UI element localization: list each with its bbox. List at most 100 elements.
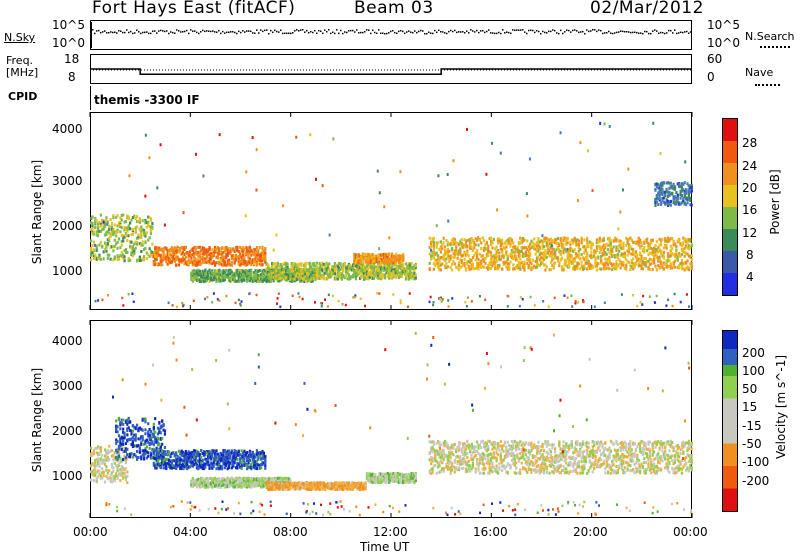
noise-point — [490, 32, 492, 34]
noise-point — [340, 29, 342, 32]
noise-point — [224, 32, 226, 34]
power-cell — [149, 218, 153, 222]
power-cell — [204, 268, 207, 272]
noise-point — [284, 32, 286, 35]
power-cell — [498, 263, 501, 267]
power-scatter — [388, 236, 391, 240]
power-cell — [675, 245, 678, 249]
noise-point — [128, 31, 130, 34]
noise-point — [240, 31, 242, 34]
power-cell — [333, 272, 337, 276]
power-cell — [95, 233, 98, 237]
noise-point — [276, 30, 278, 33]
noise-point — [330, 32, 332, 35]
power-cell — [98, 243, 101, 247]
noise-point — [158, 30, 160, 32]
power-cell — [94, 219, 97, 223]
noise-point — [670, 29, 672, 32]
power-cell — [91, 251, 94, 255]
noise-point — [672, 32, 674, 34]
noise-point — [682, 31, 684, 34]
power-cell — [604, 246, 607, 250]
power-cell — [683, 181, 686, 185]
power-ground — [94, 299, 97, 303]
noise-point — [678, 32, 680, 34]
noise-point — [510, 32, 512, 35]
power-ground — [237, 298, 240, 302]
power-ground — [636, 304, 639, 308]
power-cell — [662, 256, 665, 260]
power-cell — [333, 268, 337, 272]
power-cell — [264, 251, 267, 255]
power-cell — [108, 253, 111, 257]
power-cell — [95, 219, 98, 223]
nsky-label: N.Sky — [4, 31, 36, 44]
power-ground — [331, 294, 334, 298]
power-cell — [117, 257, 121, 261]
power-cell — [627, 260, 631, 264]
power-cell — [626, 253, 629, 257]
power-cell — [137, 233, 140, 237]
noise-point — [374, 31, 376, 34]
power-ground — [566, 296, 569, 300]
noise-point — [454, 29, 456, 32]
nsearch-legend-line — [760, 46, 790, 48]
noise-point — [192, 30, 194, 32]
power-cell — [456, 256, 459, 260]
power-cell — [123, 235, 126, 239]
power-cell — [124, 248, 128, 252]
noise-point — [110, 31, 112, 33]
power-cell — [673, 187, 677, 191]
power-cell — [449, 254, 452, 258]
power-cell — [487, 254, 490, 258]
noise-point — [136, 29, 138, 31]
noise-point — [482, 29, 484, 32]
power-cell — [612, 245, 615, 249]
noise-point — [186, 29, 188, 32]
noise-point — [666, 32, 668, 34]
noise-point — [342, 32, 344, 35]
power-cell — [491, 241, 494, 245]
velocity-cell — [98, 452, 101, 456]
power-cell — [120, 213, 123, 217]
noise-point — [288, 32, 290, 35]
noise-point — [566, 29, 568, 31]
power-ground — [192, 299, 195, 302]
noise-point — [250, 30, 252, 33]
power-cell — [690, 258, 693, 262]
noise-point — [650, 32, 652, 35]
power-cell — [562, 251, 565, 255]
power-cell — [689, 239, 692, 243]
noise-point — [472, 30, 474, 32]
power-cell — [236, 245, 239, 249]
xtick: 20:00 — [573, 525, 608, 539]
power-cell — [586, 251, 589, 255]
noise-point — [420, 29, 422, 32]
noise-point — [480, 30, 482, 32]
power-cell — [98, 220, 101, 224]
power-cell — [92, 248, 95, 252]
noise-point — [430, 32, 432, 34]
power-cell — [544, 268, 547, 272]
nave-legend-line — [755, 84, 780, 86]
noise-point — [636, 31, 638, 34]
power-cell — [482, 239, 486, 243]
power-cell — [474, 243, 477, 247]
power-cell — [453, 255, 456, 259]
noise-point — [534, 31, 536, 34]
noise-point — [532, 29, 534, 32]
power-cell — [95, 248, 98, 252]
power-ground — [563, 294, 566, 297]
noise-point — [558, 32, 560, 35]
power-cell — [140, 236, 143, 240]
noise-point — [592, 29, 594, 31]
noise-point — [500, 32, 502, 35]
power-ground — [671, 304, 674, 308]
power-cbar-tick: 8 — [746, 248, 754, 262]
power-scatter — [218, 133, 221, 137]
power-cell — [342, 266, 345, 270]
noise-point — [668, 29, 670, 32]
noise-point — [434, 29, 436, 32]
power-cell — [98, 257, 101, 261]
power-cell — [580, 241, 583, 245]
